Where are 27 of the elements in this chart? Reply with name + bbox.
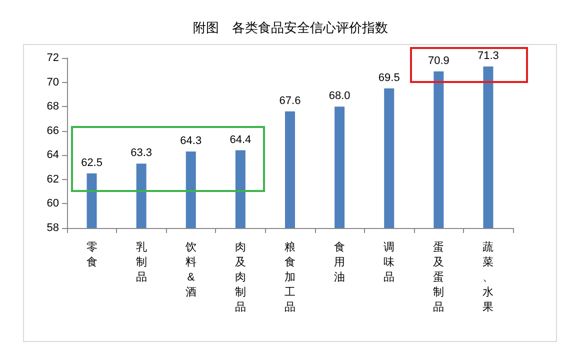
x-tick-label: 零食 bbox=[86, 242, 98, 268]
y-tick-label: 70 bbox=[46, 76, 59, 88]
y-tick-label: 58 bbox=[46, 222, 59, 234]
y-tick-label: 60 bbox=[46, 198, 59, 210]
y-tick-label: 68 bbox=[46, 100, 59, 113]
x-tick-label: 调味品 bbox=[384, 242, 395, 284]
x-tick-label: 饮料&酒 bbox=[184, 242, 196, 298]
data-label: 63.3 bbox=[130, 147, 152, 160]
data-label: 68.0 bbox=[328, 90, 350, 102]
x-tick-label: 肉及肉制品 bbox=[234, 242, 246, 314]
data-label: 71.3 bbox=[478, 50, 499, 62]
data-label: 64.3 bbox=[180, 135, 202, 147]
x-tick-label: 蔬菜、水果 bbox=[482, 240, 494, 314]
x-tick-label: 乳制品 bbox=[136, 240, 147, 284]
data-label: 64.4 bbox=[230, 134, 252, 146]
x-tick-label: 蛋及蛋制品 bbox=[433, 242, 444, 314]
y-tick-label: 72 bbox=[46, 52, 59, 64]
y-tick-label: 66 bbox=[46, 124, 59, 137]
data-label: 67.6 bbox=[279, 94, 301, 107]
y-tick-label: 62 bbox=[46, 173, 59, 186]
data-label: 62.5 bbox=[81, 156, 102, 169]
x-tick-label: 粮食加工品 bbox=[284, 240, 296, 314]
x-tick-label: 食用油 bbox=[334, 242, 346, 284]
y-tick-label: 64 bbox=[46, 149, 59, 162]
data-label: 70.9 bbox=[428, 54, 450, 67]
data-label: 69.5 bbox=[378, 72, 400, 84]
chart-title: 附图 各类食品安全信心评价指数 bbox=[193, 20, 388, 35]
